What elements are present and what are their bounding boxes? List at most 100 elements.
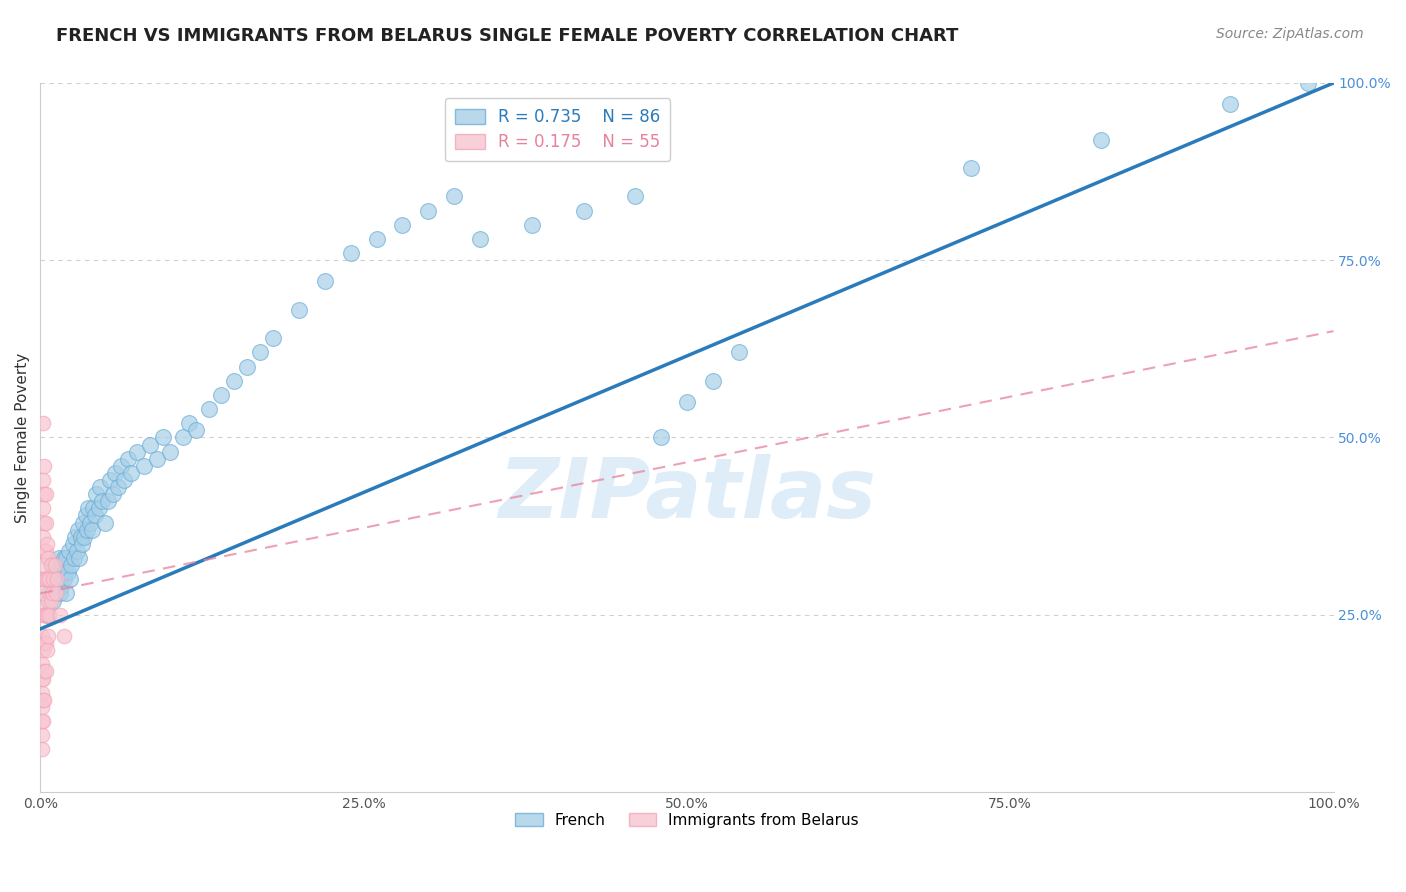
- Point: [46, 572, 69, 586]
- Point: [67, 551, 90, 566]
- Point: [34, 544, 56, 558]
- Point: [38, 586, 60, 600]
- Point: [101, 487, 124, 501]
- Point: [37, 551, 59, 566]
- Point: [37, 593, 59, 607]
- Point: [391, 218, 413, 232]
- Point: [72, 516, 94, 530]
- Point: [32, 501, 55, 516]
- Point: [32, 672, 55, 686]
- Point: [58, 544, 80, 558]
- Point: [146, 451, 169, 466]
- Point: [31, 742, 53, 756]
- Point: [52, 572, 75, 586]
- Point: [32, 417, 55, 431]
- Point: [35, 572, 58, 586]
- Point: [172, 430, 194, 444]
- Point: [32, 586, 55, 600]
- Point: [117, 451, 139, 466]
- Point: [34, 572, 56, 586]
- Point: [32, 714, 55, 728]
- Point: [46, 572, 69, 586]
- Point: [572, 203, 595, 218]
- Point: [314, 275, 336, 289]
- Point: [236, 359, 259, 374]
- Point: [107, 480, 129, 494]
- Point: [418, 203, 440, 218]
- Point: [39, 572, 62, 586]
- Point: [31, 572, 53, 586]
- Point: [55, 551, 77, 566]
- Point: [32, 473, 55, 487]
- Point: [159, 444, 181, 458]
- Point: [1296, 76, 1319, 90]
- Y-axis label: Single Female Poverty: Single Female Poverty: [15, 352, 30, 523]
- Point: [34, 636, 56, 650]
- Point: [42, 572, 65, 586]
- Point: [34, 607, 56, 622]
- Point: [34, 665, 56, 679]
- Point: [120, 466, 142, 480]
- Point: [139, 437, 162, 451]
- Point: [60, 558, 83, 572]
- Point: [32, 530, 55, 544]
- Point: [38, 572, 60, 586]
- Point: [34, 665, 56, 679]
- Point: [83, 508, 105, 523]
- Point: [31, 699, 53, 714]
- Point: [34, 693, 56, 707]
- Point: [32, 558, 55, 572]
- Point: [38, 607, 60, 622]
- Point: [75, 508, 97, 523]
- Point: [37, 629, 59, 643]
- Point: [31, 600, 53, 615]
- Point: [56, 565, 79, 579]
- Point: [34, 544, 56, 558]
- Point: [31, 728, 53, 742]
- Point: [44, 558, 66, 572]
- Point: [42, 593, 65, 607]
- Point: [34, 516, 56, 530]
- Point: [211, 388, 233, 402]
- Point: [650, 430, 672, 444]
- Point: [69, 530, 91, 544]
- Point: [52, 629, 75, 643]
- Point: [34, 487, 56, 501]
- Point: [727, 345, 749, 359]
- Point: [91, 494, 114, 508]
- Point: [34, 572, 56, 586]
- Point: [65, 530, 87, 544]
- Point: [132, 458, 155, 473]
- Point: [35, 643, 58, 657]
- Point: [49, 607, 72, 622]
- Point: [1090, 133, 1112, 147]
- Point: [49, 565, 72, 579]
- Point: [66, 523, 89, 537]
- Point: [79, 516, 101, 530]
- Point: [262, 331, 284, 345]
- Point: [87, 501, 110, 516]
- Point: [59, 572, 82, 586]
- Point: [49, 579, 72, 593]
- Point: [82, 501, 104, 516]
- Point: [960, 161, 983, 175]
- Point: [45, 586, 67, 600]
- Point: [31, 686, 53, 700]
- Point: [35, 607, 58, 622]
- Point: [520, 218, 543, 232]
- Point: [51, 558, 73, 572]
- Point: [89, 480, 111, 494]
- Text: Source: ZipAtlas.com: Source: ZipAtlas.com: [1216, 27, 1364, 41]
- Point: [41, 586, 63, 600]
- Point: [76, 523, 98, 537]
- Text: FRENCH VS IMMIGRANTS FROM BELARUS SINGLE FEMALE POVERTY CORRELATION CHART: FRENCH VS IMMIGRANTS FROM BELARUS SINGLE…: [56, 27, 959, 45]
- Point: [339, 246, 361, 260]
- Point: [34, 607, 56, 622]
- Point: [49, 586, 72, 600]
- Point: [34, 516, 56, 530]
- Point: [1219, 97, 1241, 112]
- Point: [197, 402, 219, 417]
- Point: [35, 537, 58, 551]
- Point: [702, 374, 724, 388]
- Point: [152, 430, 174, 444]
